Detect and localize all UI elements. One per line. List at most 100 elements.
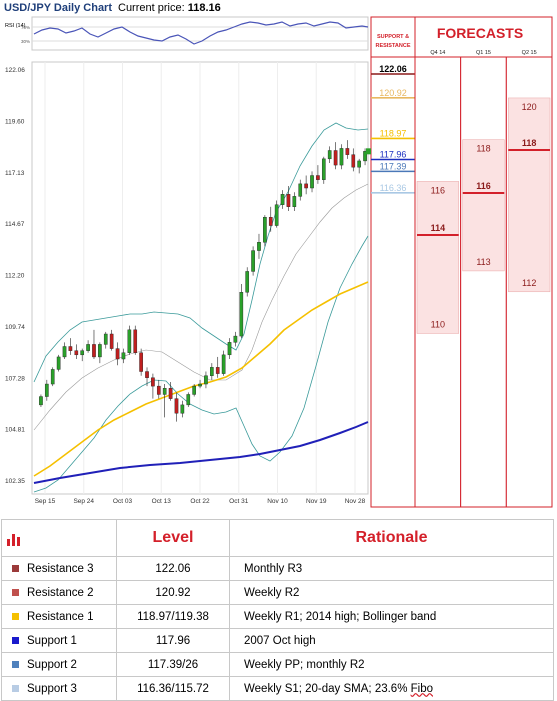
level-rationale-fibo: Fibo (410, 682, 433, 695)
col-level-header: Level (116, 519, 230, 557)
y-axis-ticks: 122.06 119.60 117.13 114.67 112.20 109.74 107.… (5, 67, 25, 485)
current-price-marker (366, 148, 371, 155)
x-tick-label: Nov 10 (267, 498, 288, 505)
sr-level-label: 116.36 (380, 183, 407, 193)
table-row: Resistance 2 120.92 Weekly R2 (1, 580, 554, 605)
table-icon-cell (1, 519, 117, 557)
forecast-range (416, 181, 459, 334)
candle (221, 354, 226, 374)
level-rationale: 2007 Oct high (229, 628, 554, 653)
table-row: Support 1 117.96 2007 Oct high (1, 628, 554, 653)
forecasts-title: FORECASTS (437, 25, 523, 41)
candle (339, 148, 344, 166)
candle (263, 217, 267, 243)
candle (186, 394, 191, 406)
level-name: Support 3 (27, 682, 77, 695)
level-name: Resistance 3 (27, 562, 94, 575)
candle (39, 396, 43, 406)
swatch-icon (12, 588, 19, 596)
sma-20 (33, 183, 369, 431)
candle (62, 346, 67, 358)
level-name-cell: Resistance 2 (1, 580, 117, 605)
level-rationale: Weekly PP; monthly R2 (229, 652, 554, 677)
rsi-tick-30: 30% (21, 39, 30, 44)
level-rationale: Monthly R3 (229, 556, 554, 581)
candle (98, 344, 102, 358)
candlesticks (39, 140, 367, 422)
candle (68, 346, 73, 351)
candle (127, 329, 132, 353)
level-name-cell: Resistance 1 (1, 604, 117, 629)
candle (215, 367, 220, 374)
rsi-panel: RSI (14) 70% 30% (5, 16, 369, 51)
y-tick-label: 109.74 (5, 324, 25, 331)
candle (210, 367, 214, 376)
bar-chart-icon (7, 534, 20, 546)
candle (268, 217, 273, 226)
candle (345, 148, 350, 155)
x-tick-label: Oct 31 (229, 498, 249, 505)
candle (245, 271, 250, 293)
forecast-low: 113 (476, 257, 490, 267)
candle (286, 194, 291, 207)
candle (174, 398, 179, 414)
level-value: 120.92 (116, 580, 230, 605)
y-tick-label: 104.81 (5, 427, 25, 434)
candle (351, 154, 356, 168)
sr-level-label: 117.39 (380, 161, 407, 171)
candle (227, 342, 232, 356)
usdjpy-chart: RSI (14) 70% 30% 122.06 119.60 117.13 114.6… (5, 16, 553, 508)
level-value: 116.36/115.72 (116, 676, 230, 701)
candle (310, 175, 314, 189)
bollinger-lower (33, 235, 369, 493)
forecast-low: 110 (431, 319, 445, 329)
candle (321, 158, 326, 180)
sr-levels: 122.06 120.92 118.97 117.96 117.39 116.36 (366, 64, 415, 194)
y-tick-label: 102.35 (5, 478, 25, 485)
x-tick-label: Nov 28 (345, 498, 366, 505)
candle (204, 375, 208, 385)
x-tick-label: Nov 19 (306, 498, 327, 505)
level-rationale: Weekly S1; 20-day SMA; 23.6% Fibo (229, 676, 554, 701)
candle (145, 371, 149, 378)
forecast-quarter-label: Q1 15 (476, 50, 491, 56)
table-header-row: Level Rationale (1, 519, 554, 557)
table-row: Support 3 116.36/115.72 Weekly S1; 20-da… (1, 676, 554, 701)
sr-level-label: 122.06 (379, 64, 407, 74)
forecast-quarter-label: Q4 14 (430, 50, 445, 56)
sr-level-label: 120.92 (379, 88, 407, 98)
level-name-cell: Resistance 3 (1, 556, 117, 581)
level-value: 117.39/26 (116, 652, 230, 677)
candle (327, 150, 332, 160)
x-tick-label: Oct 22 (190, 498, 210, 505)
candle (92, 344, 96, 358)
level-name-cell: Support 3 (1, 676, 117, 701)
candle (50, 369, 55, 385)
candle (316, 175, 320, 180)
candle (192, 385, 196, 395)
table-row: Resistance 1 118.97/119.38 Weekly R1; 20… (1, 604, 554, 629)
forecast-high: 120 (522, 102, 537, 112)
swatch-icon (12, 636, 19, 644)
candle (86, 344, 90, 351)
forecast-mid: 116 (476, 181, 491, 191)
swatch-icon (12, 612, 19, 620)
sr-header-1: SUPPORT & (377, 34, 409, 40)
col-rationale-header: Rationale (229, 519, 554, 557)
level-name-cell: Support 2 (1, 652, 117, 677)
forecast-range (508, 97, 551, 293)
swatch-icon (12, 684, 19, 692)
candle (198, 383, 202, 387)
candle (168, 388, 173, 399)
y-tick-label: 114.67 (5, 221, 25, 228)
level-rationale: Weekly R2 (229, 580, 554, 605)
x-tick-label: Oct 13 (152, 498, 172, 505)
forecast-mid: 114 (431, 223, 446, 233)
candle (251, 250, 255, 272)
candle (133, 329, 138, 353)
sr-level-label: 118.97 (380, 128, 407, 138)
candle (239, 292, 244, 337)
current-price-value: 118.16 (187, 2, 221, 14)
level-rationale-main: Weekly S1; 20-day SMA; 23.6% (244, 682, 411, 695)
candle (151, 377, 155, 387)
